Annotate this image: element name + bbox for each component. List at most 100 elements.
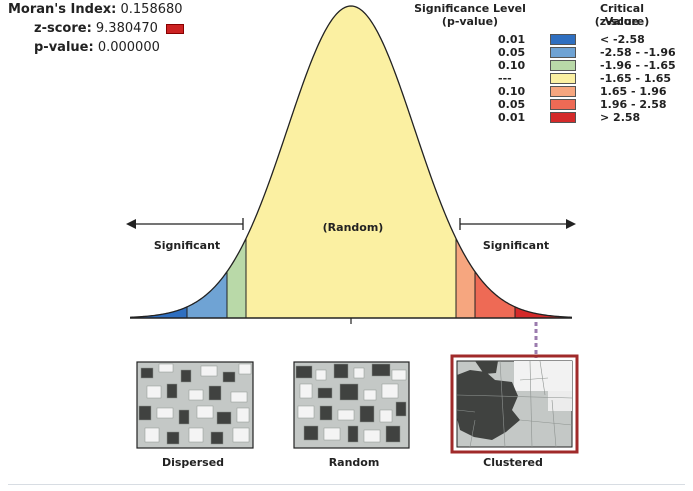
map-region (363, 429, 381, 443)
legend-p-value: 0.10 (498, 85, 526, 98)
map-region (146, 385, 162, 399)
map-region (138, 405, 152, 421)
map-region (200, 365, 218, 377)
random-map-label: Random (329, 456, 380, 469)
significant-left-label: Significant (154, 239, 220, 252)
map-region (156, 407, 174, 419)
map-region (333, 363, 349, 379)
map-region (236, 407, 250, 423)
right-arrow-head (566, 219, 576, 229)
map-region (323, 427, 341, 441)
map-region (180, 369, 192, 383)
map-region (337, 409, 355, 421)
curve-band (515, 306, 572, 318)
map-region (299, 383, 313, 399)
legend-swatch (550, 112, 576, 123)
z-score-label: z-score: (34, 21, 92, 36)
moran-index-row: Moran's Index: 0.158680 (8, 0, 184, 19)
significant-right-label: Significant (483, 239, 549, 252)
statistics-panel: Moran's Index: 0.158680 z-score: 9.38047… (8, 0, 185, 57)
critical-value-header: Critical Value (599, 2, 644, 28)
moran-index-label: Moran's Index: (8, 2, 117, 17)
curve-band (130, 306, 187, 318)
dispersed-map (136, 361, 254, 449)
map-region (158, 363, 174, 373)
legend-z-range: 1.65 - 1.96 (600, 85, 667, 98)
map-region (303, 425, 319, 441)
clustered-map (450, 354, 579, 454)
legend-z-range: -2.58 - -1.96 (600, 46, 676, 59)
map-region (381, 383, 399, 399)
clustered-label: Clustered (483, 456, 543, 469)
map-region (238, 363, 252, 375)
map-region (188, 427, 204, 443)
legend-swatch (550, 73, 576, 84)
map-region (339, 383, 359, 401)
map-region (222, 371, 236, 383)
p-value-label: p-value: (34, 40, 94, 55)
map-region (210, 431, 224, 445)
map-region (385, 425, 401, 443)
map-region (371, 363, 391, 377)
p-value-header: (p-value) (441, 15, 499, 28)
dispersed-label: Dispersed (162, 456, 224, 469)
map-region (188, 389, 204, 401)
legend-p-value: --- (498, 72, 512, 85)
map-region (379, 409, 393, 423)
map-region (347, 425, 359, 443)
legend-swatch (550, 60, 576, 71)
map-region (166, 431, 180, 445)
curve-band (456, 238, 475, 318)
map-region (359, 405, 375, 423)
curve-bands (130, 6, 572, 318)
legend-swatch (550, 99, 576, 110)
moran-index-value: 0.158680 (120, 2, 183, 17)
map-region (353, 367, 365, 379)
footer-divider (8, 484, 685, 485)
legend-z-range: -1.96 - -1.65 (600, 59, 676, 72)
legend-swatch (550, 34, 576, 45)
legend-swatch (550, 47, 576, 58)
map-region (166, 383, 178, 399)
map-region (295, 365, 313, 379)
legend-swatch (550, 86, 576, 97)
map-region (196, 405, 214, 419)
map-region (317, 387, 333, 399)
legend-p-value: 0.01 (498, 111, 526, 124)
map-region (178, 409, 190, 425)
legend-z-range: > 2.58 (600, 111, 641, 124)
map-region (363, 389, 377, 401)
curve-band (246, 6, 456, 318)
map-region (315, 369, 327, 381)
legend-z-range: < -2.58 (600, 33, 645, 46)
legend-p-value: 0.10 (498, 59, 526, 72)
map-region (216, 411, 232, 425)
legend-p-value: 0.01 (498, 33, 526, 46)
p-value-value: 0.000000 (97, 40, 160, 55)
legend-p-value: 0.05 (498, 98, 526, 111)
legend-z-range: -1.65 - 1.65 (600, 72, 672, 85)
z-score-header: (z-score) (594, 15, 650, 28)
map-region (208, 385, 222, 401)
left-arrow-head (126, 219, 136, 229)
map-region (230, 391, 248, 403)
z-score-value: 9.380470 (95, 21, 158, 36)
z-score-swatch (166, 23, 185, 34)
curve-band (227, 238, 246, 318)
map-region (391, 369, 407, 381)
map-region (232, 427, 250, 443)
map-region (140, 367, 154, 379)
legend-p-value: 0.05 (498, 46, 526, 59)
map-region (297, 405, 315, 419)
legend-z-range: 1.96 - 2.58 (600, 98, 667, 111)
map-region (144, 427, 160, 443)
z-score-row: z-score: 9.380470 (8, 19, 185, 38)
random-map (293, 361, 410, 449)
bell-curve-outline (129, 5, 573, 318)
p-value-row: p-value: 0.000000 (8, 38, 184, 57)
random-label: (Random) (323, 221, 384, 234)
sig-level-header: Significance Level (414, 2, 526, 15)
map-region (319, 405, 333, 421)
map-region (395, 401, 407, 417)
